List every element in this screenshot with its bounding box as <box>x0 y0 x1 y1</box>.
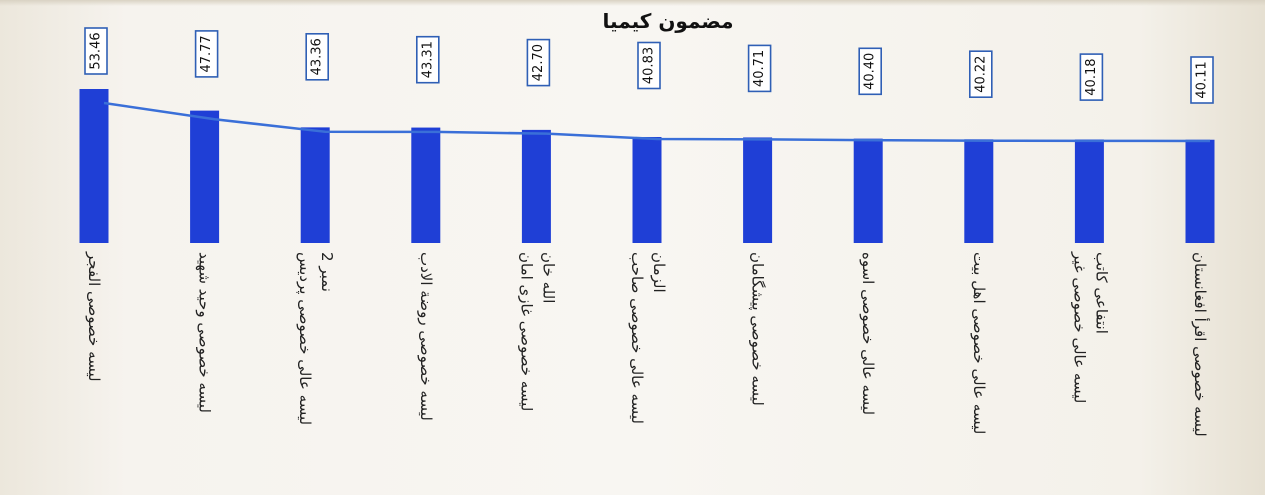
value-label-8: 40.40 <box>858 47 883 96</box>
bar-9 <box>964 139 994 243</box>
category-label-4-line-1: ليسه خصوصی روضة الادب <box>417 252 435 421</box>
bar-4 <box>411 127 441 243</box>
bar-11 <box>1185 139 1215 243</box>
category-label-8-line-1: ليسه عالی خصوصی اسوه <box>859 252 877 415</box>
value-label-2: 47.77 <box>194 30 219 78</box>
value-label-box-4 <box>415 35 440 84</box>
value-label-text-7: 40.71 <box>752 50 767 87</box>
category-label-3-line-2: نمبر 2 <box>318 252 336 292</box>
category-label-6-line-2: الزمان <box>650 252 668 293</box>
value-label-text-5: 42.70 <box>531 44 546 81</box>
category-label-10-line-1: ليسه عالی خصوصی غير <box>1070 251 1088 403</box>
value-label-5: 42.70 <box>526 38 551 87</box>
category-label-6-line-1: ليسه عالی خصوصی صاحب <box>628 252 646 424</box>
bar-5 <box>521 129 551 243</box>
category-label-5-line-2: الله خان <box>539 252 557 303</box>
value-label-box-2 <box>194 30 219 78</box>
bar-2 <box>190 110 220 243</box>
bar-7 <box>743 137 773 243</box>
value-label-box-7 <box>747 44 772 93</box>
category-label-5-line-1: ليسه خصوصی غازی امان <box>517 252 535 411</box>
value-label-9: 40.22 <box>968 50 993 99</box>
value-label-text-1: 53.46 <box>89 32 104 69</box>
category-label-3-line-1: ليسه عالی خصوصی پرديس <box>295 252 314 425</box>
bar-8 <box>853 138 883 243</box>
value-label-box-5 <box>526 38 551 87</box>
value-label-text-3: 43.36 <box>310 38 325 75</box>
value-label-4: 43.31 <box>415 35 440 84</box>
value-label-text-8: 40.40 <box>863 53 878 90</box>
value-label-box-6 <box>637 41 661 90</box>
chart-title: مضمون كيميا <box>603 9 734 33</box>
value-label-box-10 <box>1079 53 1104 101</box>
value-label-box-1 <box>84 27 108 75</box>
value-label-box-9 <box>968 50 993 99</box>
value-label-10: 40.18 <box>1079 53 1104 101</box>
value-label-text-9: 40.22 <box>973 56 988 93</box>
category-labels-group: ليسه خصوصی الفجر ليسه خصوصی وحيد شهيد ليسه… <box>85 251 1210 437</box>
value-label-box-11 <box>1190 56 1214 104</box>
value-label-11: 40.11 <box>1190 56 1214 104</box>
value-label-1: 53.46 <box>84 27 108 75</box>
page-edge <box>0 0 1265 6</box>
value-label-text-11: 40.11 <box>1195 61 1210 98</box>
bars-group <box>79 89 1215 243</box>
category-label-2-line-1: ليسه خصوصی وحيد شهيد <box>196 252 214 413</box>
value-label-text-2: 47.77 <box>199 35 214 72</box>
category-label-1-line-1: ليسه خصوصی الفجر <box>85 251 103 382</box>
trendline <box>103 101 1211 143</box>
value-label-7: 40.71 <box>747 44 772 93</box>
value-label-6: 40.83 <box>637 41 661 90</box>
category-label-11-line-1: ليسه خصوصی اقرأ افغانستان <box>1191 252 1210 437</box>
value-label-box-3 <box>305 32 330 81</box>
value-label-text-10: 40.18 <box>1084 58 1099 95</box>
value-labels-group: 53.46 47.77 43.36 43.31 42.70 40.83 40.71 40.40… <box>84 27 1214 104</box>
category-label-7-line-1: ليسه خصوصی پيشگامان <box>748 252 767 406</box>
category-label-9-line-1: ليسه عالی خصوصی اهل بيت <box>970 252 988 434</box>
value-label-box-8 <box>858 47 883 96</box>
value-label-text-4: 43.31 <box>420 41 435 78</box>
trendline-group <box>103 101 1211 143</box>
value-label-text-6: 40.83 <box>642 47 657 84</box>
bar-1 <box>79 89 109 243</box>
bar-10 <box>1074 139 1104 243</box>
category-label-10-line-2: انتفاعی کاتب <box>1092 252 1110 334</box>
bar-6 <box>632 136 662 243</box>
bar-3 <box>300 127 330 243</box>
value-label-3: 43.36 <box>305 32 330 81</box>
